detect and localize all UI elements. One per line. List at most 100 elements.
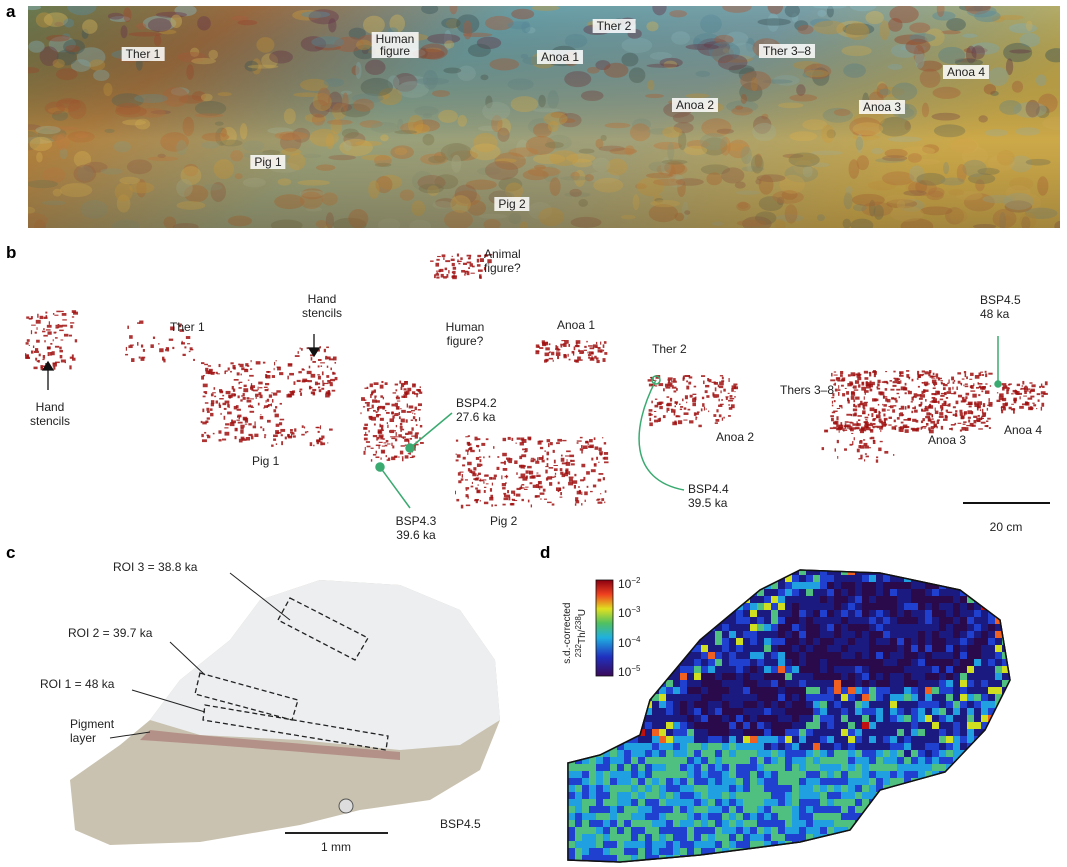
heat-cell <box>701 596 708 603</box>
heat-cell <box>883 610 890 617</box>
heat-cell <box>925 799 932 806</box>
tracing-mark <box>927 417 931 422</box>
tracing-mark <box>290 391 294 395</box>
tracing-mark <box>871 413 874 418</box>
roi-boxes <box>194 597 389 751</box>
heat-cell <box>806 617 813 624</box>
heat-cell <box>918 638 925 645</box>
heat-cell <box>883 813 890 820</box>
heat-cell <box>869 603 876 610</box>
tracing-mark <box>392 445 395 449</box>
heat-cell <box>617 862 624 867</box>
tracing-mark <box>216 373 220 375</box>
tracing-mark <box>965 392 970 396</box>
heat-cell <box>694 778 701 785</box>
heat-cell <box>750 862 757 867</box>
heat-cell <box>610 862 617 867</box>
tracing-mark <box>460 257 463 260</box>
heat-cell <box>610 785 617 792</box>
heat-cell <box>799 652 806 659</box>
tracing-mark <box>207 435 211 439</box>
heat-cell <box>631 729 638 736</box>
tracing-mark <box>461 269 466 273</box>
heat-cell <box>848 680 855 687</box>
heat-cell <box>855 743 862 750</box>
tracing-mark <box>370 459 373 462</box>
tracing-mark <box>230 362 234 365</box>
heat-cell <box>645 771 652 778</box>
tracing-mark <box>931 396 936 399</box>
heat-cell <box>757 841 764 848</box>
tracing-mark <box>204 363 209 366</box>
heat-cell <box>820 645 827 652</box>
heat-cell <box>883 841 890 848</box>
heat-cell <box>827 701 834 708</box>
heat-cell <box>855 708 862 715</box>
heat-cell <box>841 757 848 764</box>
tracing-mark <box>59 354 63 359</box>
tracing-mark <box>599 451 603 455</box>
heat-cell <box>750 792 757 799</box>
heat-cell <box>736 617 743 624</box>
tracing-mark <box>850 414 853 417</box>
heat-cell <box>883 701 890 708</box>
tracing-mark <box>391 442 393 446</box>
heat-cell <box>806 666 813 673</box>
tracing-mark <box>841 377 846 381</box>
heat-cell <box>813 743 820 750</box>
heat-cell <box>799 582 806 589</box>
heat-cell <box>806 848 813 855</box>
heat-cell <box>792 589 799 596</box>
heat-cell <box>715 736 722 743</box>
heat-cell <box>904 596 911 603</box>
heat-cell <box>687 687 694 694</box>
heat-cell <box>722 792 729 799</box>
tracing-mark <box>537 485 543 489</box>
heat-cell <box>596 841 603 848</box>
tracing-mark <box>259 387 263 389</box>
heat-cell <box>750 687 757 694</box>
heat-cell <box>589 638 596 645</box>
heat-cell <box>589 729 596 736</box>
tracing-mark <box>695 416 697 421</box>
heat-cell <box>911 785 918 792</box>
tracing-mark <box>396 395 399 398</box>
tracing-mark <box>202 408 205 413</box>
tracing-mark <box>568 481 574 486</box>
heat-cell <box>799 813 806 820</box>
tracing-mark <box>986 407 989 411</box>
tracing-mark <box>957 394 963 398</box>
tracing-mark <box>564 455 570 457</box>
heat-cell <box>799 771 806 778</box>
heat-cell <box>904 673 911 680</box>
heat-cell <box>834 645 841 652</box>
heat-cell <box>722 827 729 834</box>
heat-cell <box>904 764 911 771</box>
heat-cell <box>939 589 946 596</box>
tracing-mark <box>673 378 676 382</box>
heat-cell <box>876 785 883 792</box>
heat-cell <box>624 834 631 841</box>
heat-cell <box>687 764 694 771</box>
heat-cell <box>631 820 638 827</box>
heat-cell <box>666 645 673 652</box>
heat-cell <box>645 834 652 841</box>
heat-cell <box>715 848 722 855</box>
heat-cell <box>841 610 848 617</box>
heat-cell <box>911 680 918 687</box>
heat-cell <box>680 813 687 820</box>
heat-cell <box>799 778 806 785</box>
heat-cell <box>841 862 848 867</box>
heat-cell <box>876 687 883 694</box>
heat-cell <box>743 673 750 680</box>
heat-cell <box>792 778 799 785</box>
heat-cell <box>855 736 862 743</box>
heat-cell <box>575 785 582 792</box>
tracing-mark <box>682 398 684 402</box>
tracing-mark <box>414 418 417 422</box>
tracing-mark <box>505 494 511 498</box>
heat-cell <box>918 680 925 687</box>
heat-cell <box>652 708 659 715</box>
heat-cell <box>757 570 764 575</box>
